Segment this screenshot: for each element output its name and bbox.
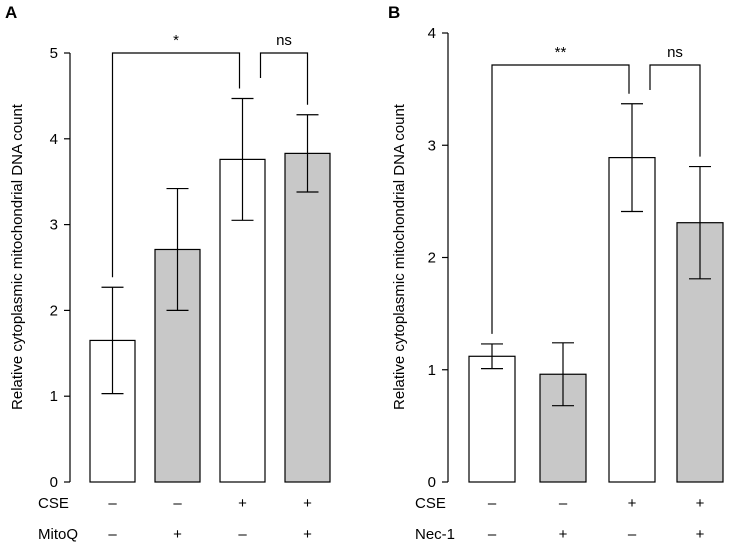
condition-sign: + [559,526,568,543]
y-tick-label: 3 [428,137,436,154]
condition-sign: – [488,495,497,512]
condition-sign: – [108,526,117,543]
y-tick-label: 1 [50,388,58,405]
panel-a: A 0 1 2 3 4 5 Relative cytoplasmic mitochondria… [5,3,331,543]
condition-name: CSE [38,495,69,512]
condition-sign: – [488,526,497,543]
condition-sign: – [173,495,182,512]
y-tick-label: 2 [428,250,436,267]
condition-sign: – [559,495,568,512]
significance-bracket [491,64,630,334]
panel-label: B [388,3,400,22]
condition-name: MitoQ [38,526,78,543]
condition-sign: – [108,495,117,512]
condition-sign: + [303,526,312,543]
condition-name: CSE [415,495,446,512]
condition-sign: – [238,526,247,543]
y-tick-label: 3 [50,217,58,234]
y-axis-title: Relative cytoplasmic mitochondrial DNA c… [9,103,26,410]
significance-label: ** [555,44,567,61]
condition-name: Nec-1 [415,526,455,543]
condition-sign: + [696,495,705,512]
y-tick-label: 0 [428,474,436,491]
condition-sign: + [303,495,312,512]
condition-sign: + [238,495,247,512]
condition-sign: – [628,526,637,543]
significance-label: * [173,32,179,49]
significance-bracket [649,64,701,157]
significance-label: ns [667,44,683,61]
bar [676,222,724,483]
y-tick-label: 0 [50,474,58,491]
condition-sign: + [628,495,637,512]
y-axis-title: Relative cytoplasmic mitochondrial DNA c… [391,103,408,410]
y-tick-label: 4 [50,131,58,148]
y-tick-label: 1 [428,362,436,379]
significance-bracket [259,52,309,105]
y-tick-label: 2 [50,302,58,319]
condition-sign: + [696,526,705,543]
y-tick-label: 4 [428,25,436,42]
panel-b: B 0 1 2 3 4 Relative cytoplasmic mitochondrial… [388,3,724,543]
significance-label: ns [276,32,292,49]
panel-label: A [5,3,17,22]
significance-bracket [111,52,241,278]
bar [468,355,516,483]
bar [284,152,331,483]
condition-sign: + [173,526,182,543]
y-tick-label: 5 [50,45,58,62]
